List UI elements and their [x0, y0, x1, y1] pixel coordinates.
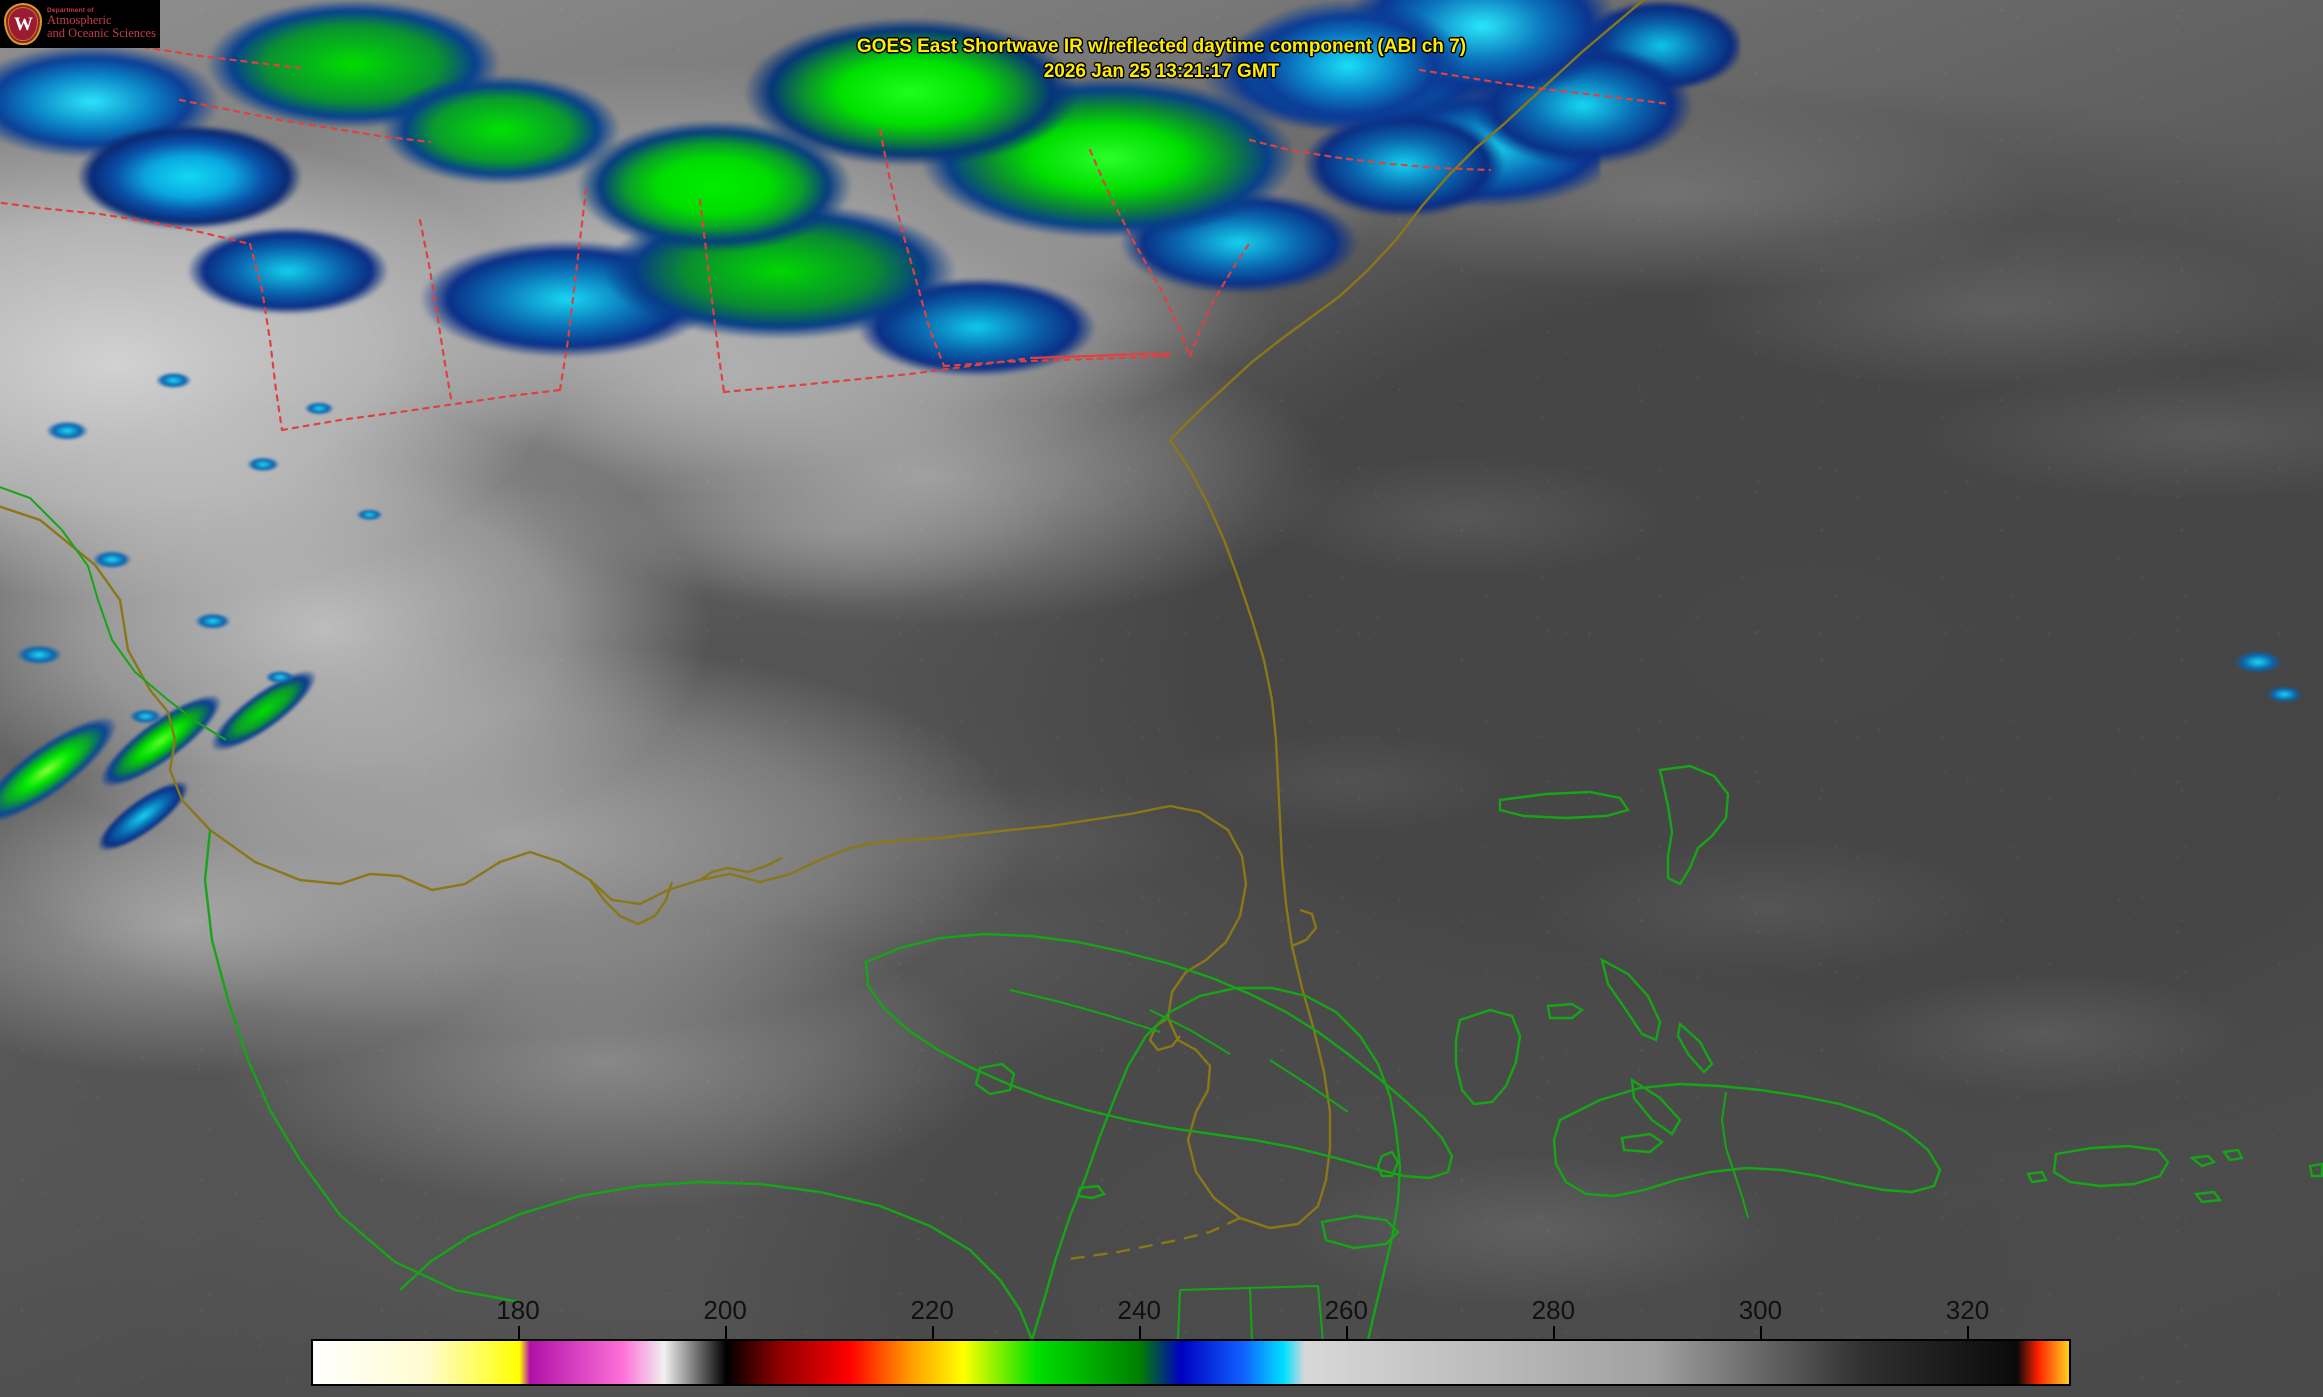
- logo-text-block: Department of Atmospheric and Oceanic Sc…: [47, 6, 156, 41]
- state-border-d: [558, 188, 588, 392]
- coastline-mississippi-sound: [699, 856, 783, 881]
- cuba-province-lines: [1009, 989, 1349, 1113]
- coastline-florida-peninsula: [1166, 439, 1332, 1230]
- state-border-l: [1418, 68, 1672, 106]
- colorbar-tick: [1346, 1326, 1349, 1339]
- colorbar-tick: [725, 1326, 728, 1339]
- island-cozumel: [1376, 1150, 1400, 1178]
- logo-line-2: and Oceanic Sciences: [47, 26, 156, 41]
- colorbar-bar: [311, 1339, 2071, 1386]
- coastline-florida-keys: [1061, 1216, 1241, 1262]
- state-border-g: [878, 128, 946, 368]
- colorbar: 180 200 220 240 260 280 300 320: [311, 1295, 2071, 1386]
- colorbar-tick: [518, 1326, 521, 1339]
- convective-cell-east-edge: [2210, 620, 2323, 740]
- island-grand-bahama: [1498, 790, 1630, 820]
- island-mona: [2026, 1170, 2048, 1184]
- colorbar-tick-label: 240: [1117, 1295, 1161, 1325]
- colorbar-tick: [932, 1326, 935, 1339]
- border-belize-guatemala: [1175, 1285, 1327, 1383]
- crest-letter: W: [14, 13, 33, 35]
- scattered-convective-cells: [0, 330, 560, 890]
- coastline-cape-canaveral: [1291, 908, 1318, 948]
- state-border-j: [1188, 240, 1252, 358]
- coastline-yucatan-east: [1360, 1129, 1402, 1373]
- state-border-a: [248, 242, 284, 432]
- state-border-k: [1248, 138, 1492, 172]
- island-cayman: [1076, 1184, 1106, 1200]
- uw-crest-icon: W: [4, 3, 42, 45]
- state-border-e: [698, 198, 726, 394]
- border-haiti-dominican-republic: [1720, 1091, 1749, 1219]
- coastline-yucatan: [399, 986, 1398, 1341]
- colorbar-tick-label: 300: [1738, 1295, 1783, 1325]
- colorbar-tick-label: 180: [496, 1295, 540, 1325]
- state-border-m: [178, 98, 432, 144]
- island-new-providence: [1546, 1002, 1585, 1020]
- island-isla-de-la-juventud: [974, 1062, 1016, 1096]
- colorbar-tick-label: 260: [1324, 1295, 1368, 1325]
- uw-aos-logo: W Department of Atmospheric and Oceanic …: [0, 0, 160, 48]
- island-long-island: [1630, 1077, 1682, 1136]
- island-eleuthera: [1600, 957, 1662, 1042]
- colorbar-tick: [1760, 1326, 1763, 1339]
- colorbar-tick-label: 280: [1531, 1295, 1576, 1325]
- state-border-florida-north: [1029, 352, 1170, 360]
- coastline-jamaica: [1320, 1214, 1400, 1250]
- island-east-edge: [2308, 1162, 2323, 1178]
- coastline-cuba: [864, 932, 1454, 1180]
- state-border-gulf-states: [0, 201, 252, 246]
- colorbar-tick-label: 220: [910, 1295, 954, 1325]
- coastline-atlantic-seaboard: [1169, 0, 1646, 441]
- state-border-i: [1088, 148, 1192, 358]
- coastline-mexico-east: [203, 829, 521, 1304]
- island-andros: [1454, 1008, 1522, 1106]
- border-us-mexico: [0, 486, 227, 741]
- logo-department-line: Department of: [47, 6, 94, 14]
- coastline-puerto-rico: [2052, 1144, 2170, 1188]
- colorbar-tick-label: 200: [703, 1295, 747, 1325]
- island-abaco: [1658, 764, 1730, 886]
- logo-line-1: Atmospheric: [47, 13, 112, 28]
- colorbar-tick-row: 180 200 220 240 260 280 300 320: [311, 1295, 2071, 1339]
- colorbar-tick: [1967, 1326, 1970, 1339]
- coastline-texas: [0, 505, 301, 882]
- coastline-louisiana-delta: [589, 879, 674, 926]
- colorbar-tick-label: 320: [1945, 1295, 1990, 1325]
- coastline-gulf: [299, 804, 1171, 906]
- coastline-hispaniola: [1552, 1082, 1942, 1198]
- colorbar-tick: [1139, 1326, 1142, 1339]
- colorbar-gradient: [313, 1341, 2069, 1384]
- state-border-f: [722, 356, 1032, 394]
- state-border-h: [942, 354, 1172, 368]
- colorbar-tick: [1553, 1326, 1556, 1339]
- island-cat-island: [1676, 1021, 1714, 1074]
- island-virgin-islands: [2189, 1148, 2244, 1204]
- state-border-c: [418, 218, 454, 406]
- island-gonave: [1620, 1132, 1665, 1154]
- state-border-b: [280, 388, 562, 432]
